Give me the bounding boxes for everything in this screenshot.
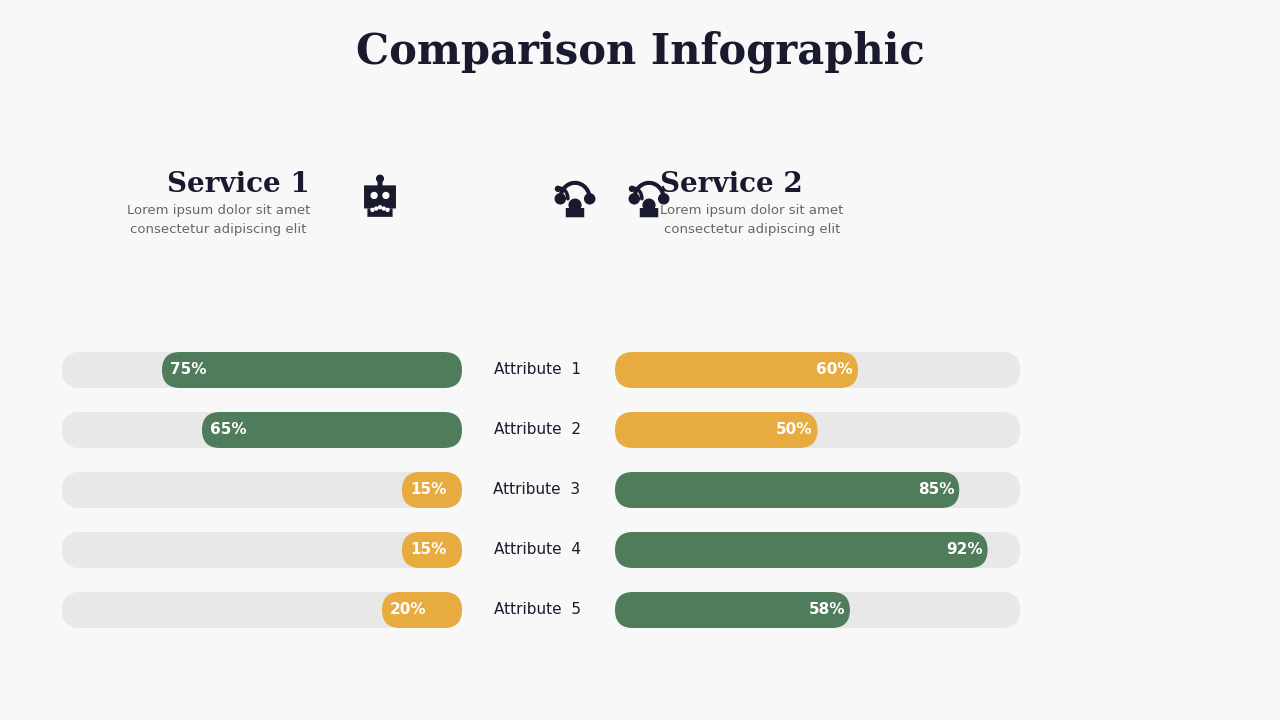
Circle shape — [630, 194, 639, 204]
Text: 20%: 20% — [390, 603, 426, 618]
Text: 85%: 85% — [918, 482, 955, 498]
FancyBboxPatch shape — [402, 472, 462, 508]
FancyBboxPatch shape — [614, 352, 1020, 388]
FancyBboxPatch shape — [61, 352, 462, 388]
Circle shape — [643, 199, 655, 211]
Circle shape — [379, 206, 381, 209]
Circle shape — [585, 194, 595, 204]
Text: Lorem ipsum dolor sit amet
consectetur adipiscing elit: Lorem ipsum dolor sit amet consectetur a… — [127, 204, 310, 236]
FancyBboxPatch shape — [614, 352, 858, 388]
Circle shape — [570, 199, 581, 211]
FancyBboxPatch shape — [61, 412, 462, 448]
Circle shape — [659, 194, 668, 204]
Text: 50%: 50% — [776, 423, 813, 438]
FancyBboxPatch shape — [402, 532, 462, 568]
FancyBboxPatch shape — [163, 352, 462, 388]
FancyBboxPatch shape — [614, 472, 1020, 508]
FancyBboxPatch shape — [378, 180, 383, 186]
Text: Service 1: Service 1 — [168, 171, 310, 199]
FancyBboxPatch shape — [614, 532, 1020, 568]
Text: 60%: 60% — [817, 362, 852, 377]
Circle shape — [387, 208, 389, 211]
Circle shape — [556, 194, 566, 204]
Text: 75%: 75% — [170, 362, 206, 377]
FancyBboxPatch shape — [614, 412, 818, 448]
FancyBboxPatch shape — [61, 592, 462, 628]
Text: Attribute  2: Attribute 2 — [494, 423, 581, 438]
FancyBboxPatch shape — [202, 412, 462, 448]
Text: 65%: 65% — [210, 423, 247, 438]
FancyBboxPatch shape — [61, 532, 462, 568]
FancyBboxPatch shape — [381, 592, 462, 628]
Text: 15%: 15% — [410, 482, 447, 498]
FancyBboxPatch shape — [61, 472, 462, 508]
Circle shape — [383, 192, 389, 199]
Circle shape — [371, 192, 378, 199]
FancyBboxPatch shape — [367, 209, 393, 217]
FancyBboxPatch shape — [614, 472, 959, 508]
FancyBboxPatch shape — [364, 185, 396, 209]
Circle shape — [371, 208, 374, 211]
Circle shape — [376, 175, 384, 182]
Text: Attribute  4: Attribute 4 — [494, 542, 581, 557]
Text: 92%: 92% — [946, 542, 983, 557]
FancyBboxPatch shape — [614, 532, 988, 568]
Circle shape — [375, 207, 378, 210]
FancyBboxPatch shape — [614, 412, 1020, 448]
FancyBboxPatch shape — [614, 592, 1020, 628]
Circle shape — [630, 186, 635, 192]
Text: Lorem ipsum dolor sit amet
consectetur adipiscing elit: Lorem ipsum dolor sit amet consectetur a… — [660, 204, 844, 236]
FancyBboxPatch shape — [614, 592, 850, 628]
Text: Attribute  1: Attribute 1 — [494, 362, 581, 377]
Text: 15%: 15% — [410, 542, 447, 557]
Text: Service 2: Service 2 — [660, 171, 803, 199]
Circle shape — [556, 186, 561, 192]
Text: 58%: 58% — [809, 603, 845, 618]
Text: Attribute  3: Attribute 3 — [493, 482, 581, 498]
FancyBboxPatch shape — [640, 208, 658, 217]
Text: Attribute  5: Attribute 5 — [494, 603, 581, 618]
Text: Comparison Infographic: Comparison Infographic — [356, 31, 924, 73]
Circle shape — [383, 207, 385, 210]
FancyBboxPatch shape — [566, 208, 584, 217]
